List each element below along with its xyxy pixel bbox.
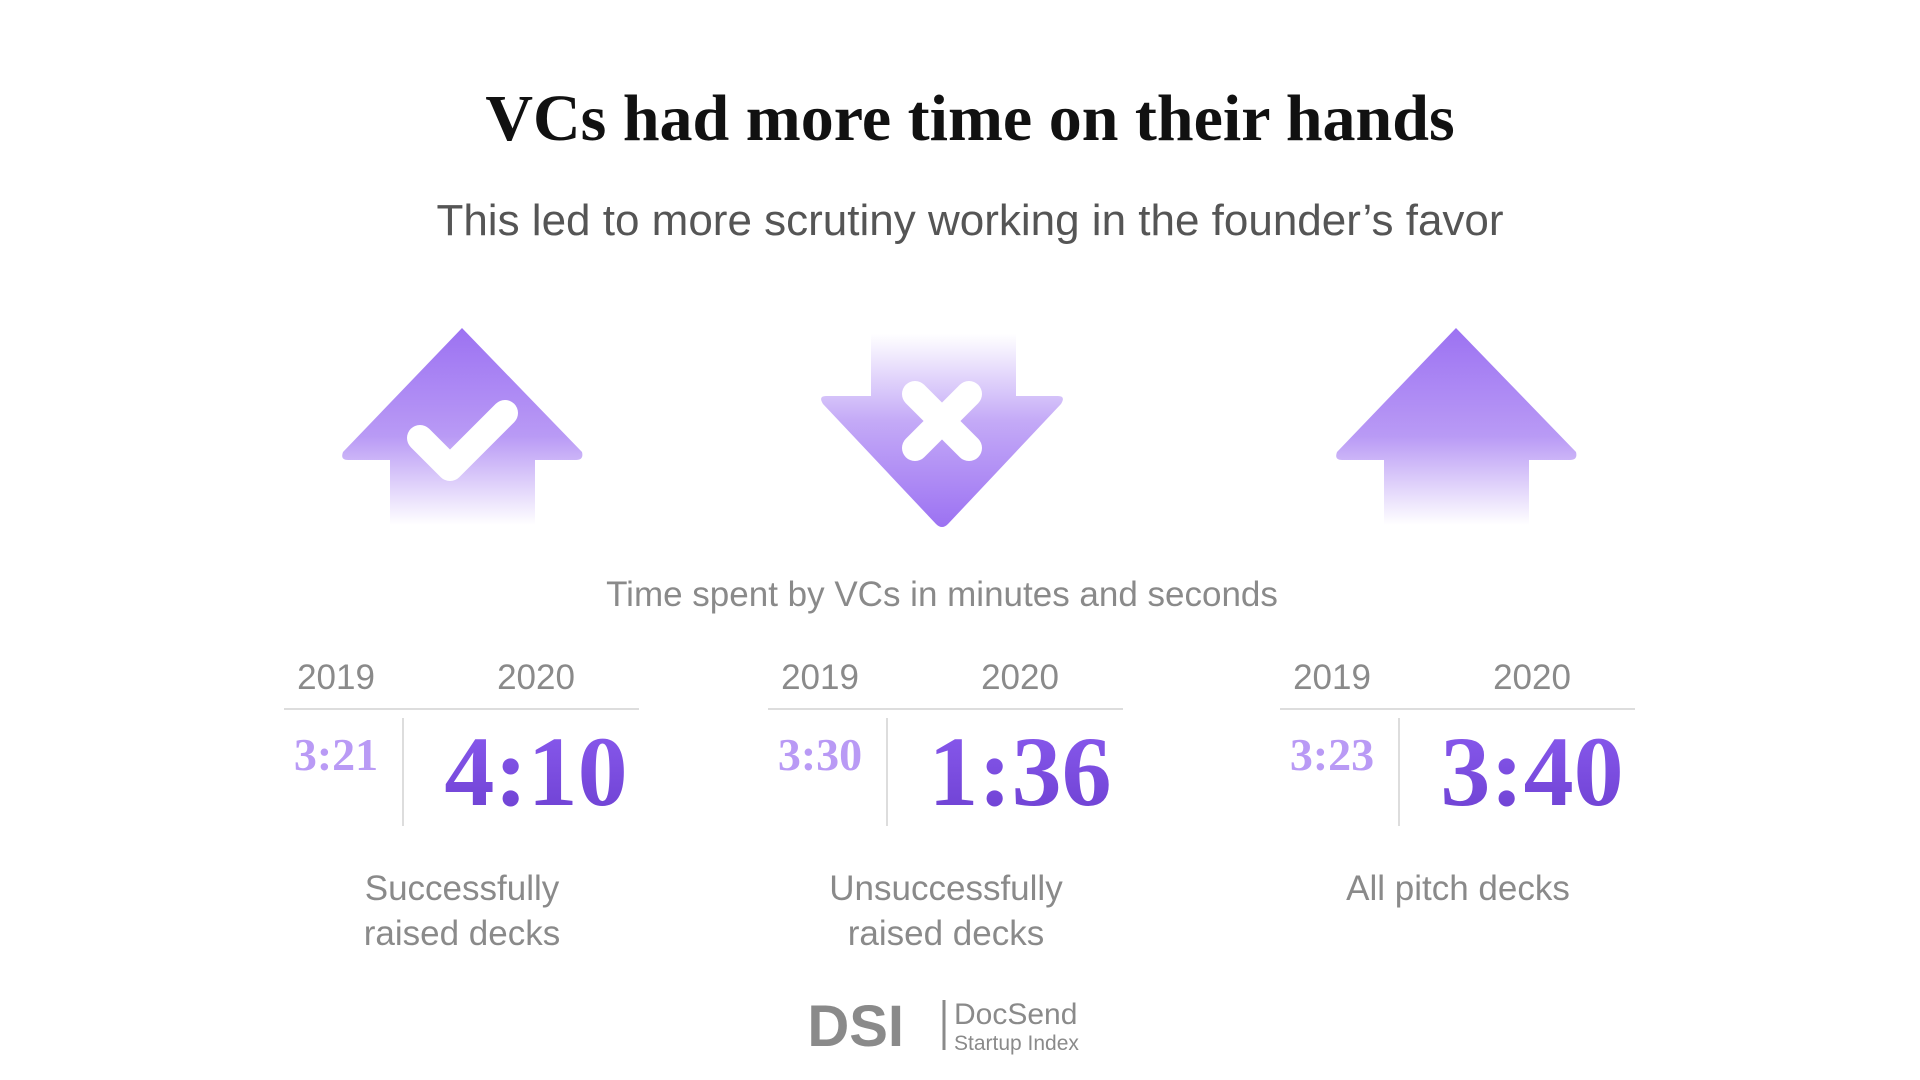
panel-label: raised decks xyxy=(364,914,560,953)
time-2019: 3:21 xyxy=(294,729,378,780)
time-2020: 3:40 xyxy=(1440,716,1623,827)
time-2019: 3:30 xyxy=(778,729,862,780)
panel-label: All pitch decks xyxy=(1346,869,1570,908)
logo-tagline: Startup Index xyxy=(954,1032,1079,1055)
arrow-down-cross xyxy=(821,334,1063,527)
year-label: 2019 xyxy=(1293,658,1371,697)
panel-label: Successfully xyxy=(365,869,560,908)
year-label: 2020 xyxy=(1493,658,1571,697)
year-label: 2019 xyxy=(781,658,859,697)
time-2020: 1:36 xyxy=(928,716,1111,827)
logo-mark: DSI xyxy=(807,994,904,1059)
time-2020: 4:10 xyxy=(444,716,627,827)
caption: Time spent by VCs in minutes and seconds xyxy=(606,575,1278,614)
year-label: 2020 xyxy=(497,658,575,697)
arrow-up xyxy=(1336,328,1577,525)
year-label: 2019 xyxy=(297,658,375,697)
time-2019: 3:23 xyxy=(1290,729,1374,780)
panel-label: raised decks xyxy=(848,914,1044,953)
logo-brand: DocSend xyxy=(954,998,1077,1031)
panel-label: Unsuccessfully xyxy=(829,869,1063,908)
arrow-up-check xyxy=(342,328,583,525)
panels: 2019 2020 3:21 4:10 Successfully raised decks… xyxy=(284,658,1635,953)
title: VCs had more time on their hands xyxy=(485,82,1454,155)
logo: DSI DocSend Startup Index xyxy=(807,994,1079,1059)
year-label: 2020 xyxy=(981,658,1059,697)
subtitle: This led to more scrutiny working in the… xyxy=(436,196,1503,245)
